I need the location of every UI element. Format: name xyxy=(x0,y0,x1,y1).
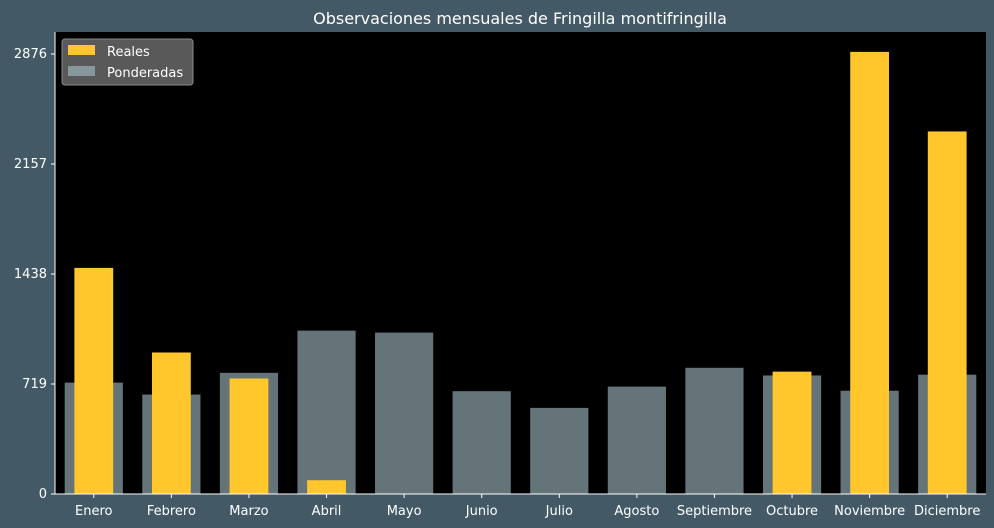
bar-ponderadas-mayo xyxy=(375,332,434,494)
legend-swatch-reales xyxy=(68,45,95,55)
chart-title: Observaciones mensuales de Fringilla mon… xyxy=(313,9,727,28)
bar-reales-enero xyxy=(74,267,114,494)
x-tick-label: Abril xyxy=(312,504,342,519)
x-tick-label: Agosto xyxy=(614,504,659,519)
bar-ponderadas-agosto xyxy=(607,386,666,494)
x-tick-label: Diciembre xyxy=(914,504,980,519)
x-tick-label: Septiembre xyxy=(677,504,752,519)
x-tick-label: Mayo xyxy=(387,504,422,519)
legend-label-reales: Reales xyxy=(107,45,150,60)
axes: 0 719 1438 2157 2876 Enero Febrero Marzo Abril Ma… xyxy=(14,32,986,519)
legend-label-ponderadas: Ponderadas xyxy=(107,66,183,81)
y-tick-label: 1438 xyxy=(14,267,47,282)
legend: Reales Ponderadas xyxy=(61,38,194,86)
bar-reales-marzo xyxy=(229,378,269,494)
series-reales-bars xyxy=(74,51,967,495)
y-tick-label: 2157 xyxy=(14,157,47,172)
bar-ponderadas-julio xyxy=(530,407,589,494)
bar-ponderadas-junio xyxy=(452,391,511,494)
y-tick-label: 0 xyxy=(39,487,47,502)
y-tick-label: 719 xyxy=(22,377,47,392)
bar-reales-abril xyxy=(307,480,346,494)
y-tick-label: 2876 xyxy=(14,47,47,62)
x-tick-label: Octubre xyxy=(766,504,818,519)
x-tick-label: Julio xyxy=(545,504,573,519)
bar-ponderadas-septiembre xyxy=(685,367,744,494)
x-tick-label: Junio xyxy=(465,504,498,519)
x-tick-label: Enero xyxy=(75,504,113,519)
legend-swatch-ponderadas xyxy=(68,66,95,76)
bar-reales-diciembre xyxy=(927,131,967,495)
bar-reales-octubre xyxy=(772,371,812,494)
x-tick-label: Noviembre xyxy=(834,504,905,519)
bar-reales-noviembre xyxy=(850,51,890,494)
bar-ponderadas-abril xyxy=(297,330,356,494)
x-tick-label: Marzo xyxy=(229,504,268,519)
plot-area xyxy=(55,32,986,494)
bar-reales-febrero xyxy=(151,352,191,494)
x-tick-label: Febrero xyxy=(147,504,196,519)
